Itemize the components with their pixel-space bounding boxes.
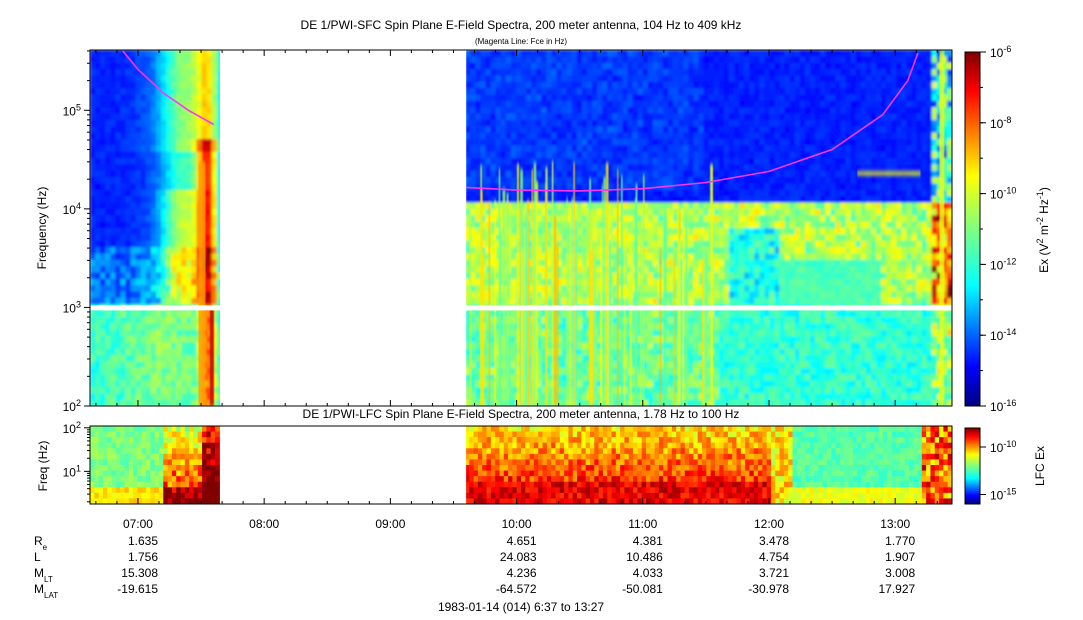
top-panel-subtitle: (Magenta Line: Fce in Hz)	[475, 37, 567, 46]
orbit-table: 1.635 1.756 15.308 -19.615 4.651 24.083 4.236 -…	[117, 534, 915, 596]
orbit-value: -64.572	[496, 582, 537, 596]
top-y-axis: 102 103 104 105	[63, 50, 90, 414]
orbit-value: 4.033	[633, 566, 663, 580]
orbit-value: 1.635	[128, 534, 158, 548]
x-tick-label: 07:00	[123, 517, 153, 531]
orbit-value: -50.081	[622, 582, 663, 596]
data-gap	[219, 50, 467, 406]
orbit-value: 1.770	[885, 534, 915, 548]
x-tick-label: 08:00	[249, 517, 279, 531]
bottom-colorbar: 10-10 10-15 LFC Ex	[964, 427, 1047, 505]
orbit-row-label: L	[34, 550, 41, 564]
time-axis: 07:00 08:00 09:00 10:00 11:00 12:00 13:00	[95, 498, 938, 531]
fce-line	[122, 50, 919, 192]
x-tick-label: 11:00	[628, 517, 657, 531]
orbit-row-label: MLAT	[34, 582, 58, 600]
y-tick-label: 104	[63, 201, 81, 217]
colorbar-tick-label: 10-6	[990, 44, 1011, 60]
colorbar-tick-label: 10-10	[990, 439, 1016, 455]
y-tick-label: 105	[63, 102, 81, 118]
y-tick-label: 102	[63, 420, 81, 436]
orbit-value: 4.754	[759, 550, 789, 564]
orbit-value: 3.478	[759, 534, 789, 548]
orbit-value: 3.008	[885, 566, 915, 580]
x-tick-label: 12:00	[754, 517, 784, 531]
orbit-value: 1.907	[885, 550, 915, 564]
orbit-row-label: Re	[34, 534, 48, 552]
orbit-value: 24.083	[500, 550, 537, 564]
orbit-value: -30.978	[748, 582, 789, 596]
orbit-value: 15.308	[121, 566, 158, 580]
orbit-value: 17.927	[878, 582, 915, 596]
orbit-value: 4.381	[633, 534, 663, 548]
orbit-value: 1.756	[128, 550, 158, 564]
bottom-y-axis: 101 102	[63, 420, 90, 503]
colorbar-tick-label: 10-15	[990, 487, 1016, 503]
x-tick-label: 10:00	[502, 517, 532, 531]
data-gap	[219, 426, 467, 504]
top-colorbar: 10-6 10-8 10-10 10-12 10-14 10-16 Ex (V2 m-2 …	[964, 44, 1051, 414]
orbit-value: 4.236	[507, 566, 537, 580]
bottom-spectrogram: 101 102 07:00 08:00 09:00 10:00 11:00 12:00 13:…	[63, 420, 953, 531]
top-spectrogram: 102 103 104 105	[63, 49, 953, 414]
y-tick-label: 103	[63, 299, 81, 315]
fce-line-segment	[466, 52, 919, 192]
receiver-band-separator	[90, 305, 952, 311]
orbit-row-label: MLT	[34, 566, 53, 584]
colorbar-tick-label: 10-10	[990, 186, 1016, 202]
orbit-value: 4.651	[507, 534, 537, 548]
x-tick-label: 13:00	[880, 517, 910, 531]
bottom-panel-title: DE 1/PWI-LFC Spin Plane E-Field Spectra,…	[303, 407, 740, 421]
bottom-plot-frame	[89, 425, 953, 505]
x-tick-label: 09:00	[375, 517, 405, 531]
bottom-colorbar-label: LFC Ex	[1033, 446, 1047, 486]
orbit-value: 10.486	[626, 550, 663, 564]
time-range-footer: 1983-01-14 (014) 6:37 to 13:27	[438, 600, 604, 614]
top-y-axis-label: Frequency (Hz)	[35, 187, 49, 270]
colorbar-tick-label: 10-8	[990, 115, 1011, 131]
y-tick-label: 102	[63, 398, 81, 414]
orbit-value: -19.615	[117, 582, 158, 596]
bottom-y-axis-label: Freq (Hz)	[36, 441, 50, 492]
fce-line-segment	[122, 50, 215, 126]
top-colorbar-label: Ex (V2 m-2 Hz-1)	[1035, 187, 1051, 273]
orbit-value: 3.721	[759, 566, 789, 580]
colorbar-tick-label: 10-16	[990, 398, 1016, 414]
colorbar-tick-label: 10-12	[990, 256, 1016, 272]
colorbar-tick-label: 10-14	[990, 327, 1016, 343]
y-tick-label: 101	[63, 463, 81, 479]
top-panel-title: DE 1/PWI-SFC Spin Plane E-Field Spectra,…	[301, 18, 742, 32]
top-plot-frame	[89, 49, 953, 407]
